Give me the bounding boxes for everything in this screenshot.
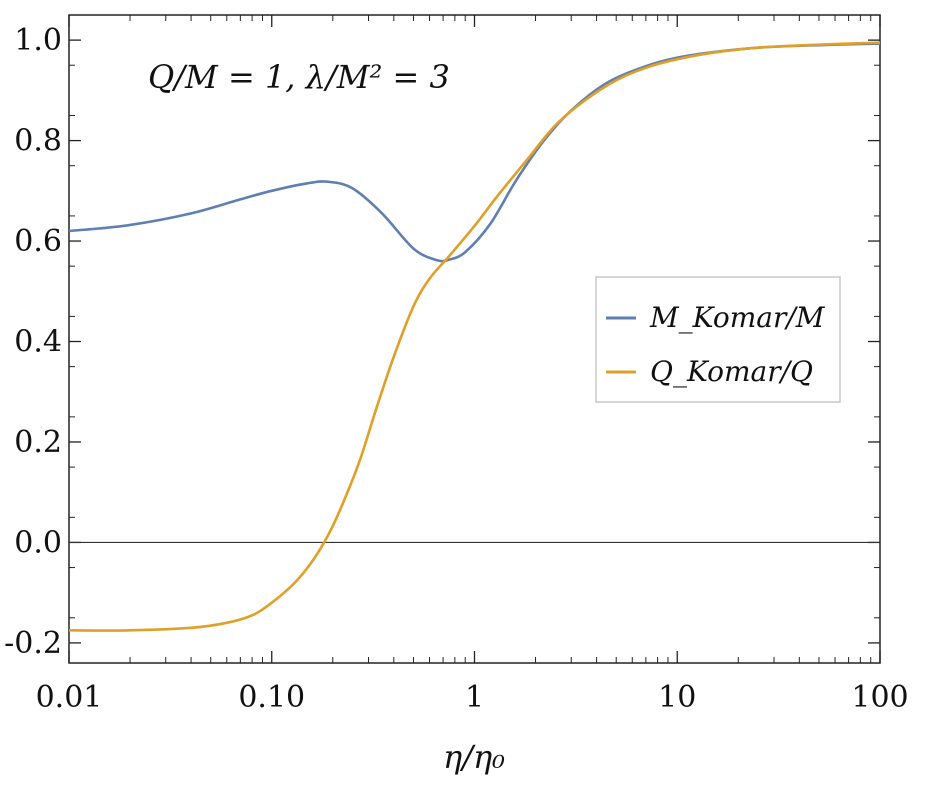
y-tick-label: 0.0: [14, 525, 62, 560]
y-tick-label: 0.4: [14, 325, 62, 360]
x-tick-label: 0.01: [36, 680, 103, 715]
x-tick-label: 1: [465, 680, 484, 715]
legend-label-m-komar: M_Komar/M: [649, 301, 826, 334]
legend: M_Komar/M Q_Komar/Q: [595, 276, 841, 403]
x-tick-label: 100: [851, 680, 908, 715]
tick-marks: [68, 15, 881, 663]
legend-box: [595, 276, 841, 403]
x-tick-label: 10: [658, 680, 696, 715]
y-tick-label: -0.2: [4, 626, 62, 661]
legend-label-q-komar: Q_Komar/Q: [650, 355, 813, 388]
series-line-q-komar: [68, 41, 881, 632]
y-tick-label: 0.8: [14, 124, 62, 159]
x-axis-title: η/η₀: [443, 738, 505, 776]
y-tick-label: 0.2: [14, 425, 62, 460]
y-tick-label: 0.6: [14, 224, 62, 259]
annotation-text: Q/M = 1, λ/M² = 3: [148, 58, 450, 96]
series-group: [68, 41, 881, 632]
tick-labels: 0.01 0.10 1 10 100 -0.2 0.0 0.2 0.4 0.6 0.8 1.0: [4, 23, 908, 715]
y-tick-label: 1.0: [14, 23, 62, 58]
x-tick-label: 0.10: [238, 680, 305, 715]
series-line-m-komar: [68, 42, 881, 263]
